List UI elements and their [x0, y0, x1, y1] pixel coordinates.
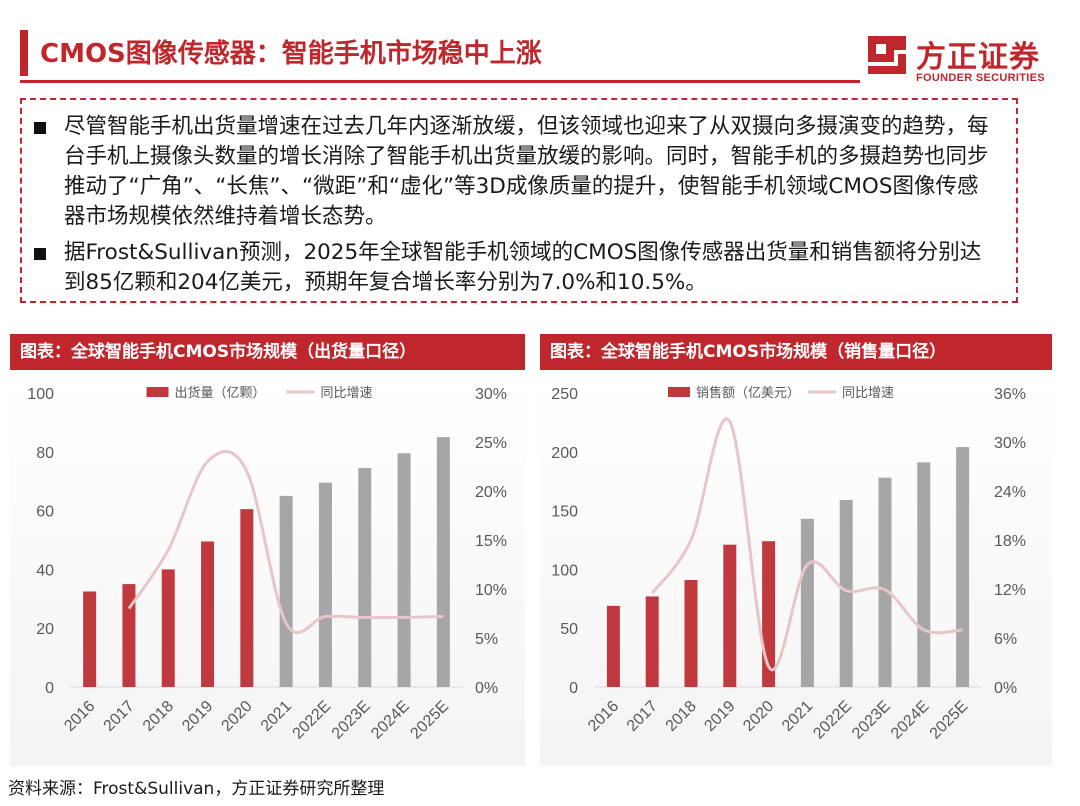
y-right-tick-label: 5%: [475, 631, 498, 648]
x-tick-label: 2017: [101, 698, 138, 735]
bar-2022E: [839, 500, 853, 687]
bar-2021: [800, 518, 814, 687]
bar-2025E: [956, 447, 970, 687]
x-tick-label: 2019: [701, 698, 738, 735]
x-tick-label: 2022E: [290, 698, 335, 743]
y-right-tick-label: 30%: [475, 386, 507, 403]
bar-2016: [606, 605, 620, 687]
bar-2024E: [917, 462, 931, 687]
bar-2017: [122, 584, 136, 687]
x-tick-label: 2022E: [810, 698, 855, 743]
y-left-tick-label: 20: [36, 621, 54, 638]
chart-header-sales: 图表：全球智能手机CMOS市场规模（销售量口径）: [540, 334, 1052, 370]
x-tick-label: 2017: [624, 698, 661, 735]
chart-panel-sales: 0 50 100 150 200 250 0% 6% 12% 18% 24% 30% 36% 2016 20…: [540, 376, 1052, 766]
legend-bar-label: 出货量（亿颗）: [175, 385, 266, 400]
legend-line-label: 同比增速: [321, 385, 373, 400]
bar-2017: [645, 596, 659, 687]
x-tick-label: 2023E: [849, 698, 894, 743]
y-left-tick-label: 100: [551, 562, 578, 579]
bar-2019: [201, 541, 215, 687]
x-tick-label: 2025E: [407, 698, 452, 743]
page-title: CMOS图像传感器：智能手机市场稳中上涨: [40, 39, 542, 69]
y-left-tick-label: 150: [551, 504, 578, 521]
bar-2020: [240, 509, 254, 687]
y-left-tick-label: 0: [569, 680, 578, 697]
bullet-text: 据Frost&Sullivan预测，2025年全球智能手机领域的CMOS图像传感…: [64, 240, 982, 295]
y-right-tick-label: 18%: [994, 533, 1026, 550]
x-tick-label: 2016: [61, 698, 98, 735]
founder-logo-icon: [868, 36, 906, 74]
y-right-tick-label: 36%: [994, 386, 1026, 403]
x-tick-label: 2023E: [329, 698, 374, 743]
bar-2018: [684, 579, 698, 687]
bar-2024E: [397, 453, 411, 687]
source-note: 资料来源：Frost&Sullivan，方正证券研究所整理: [8, 779, 385, 799]
y-right-tick-label: 20%: [475, 484, 507, 501]
bar-2016: [83, 591, 97, 687]
x-tick-label: 2016: [585, 698, 622, 735]
y-right-tick-label: 15%: [475, 533, 507, 550]
bullet-square-icon: [34, 122, 46, 134]
logo-chinese-name: 方正证券: [916, 40, 1040, 75]
legend-bar-swatch: [668, 387, 690, 397]
bullet-text: 尽管智能手机出货量增速在过去几年内逐渐放缓，但该领域也迎来了从双摄向多摄演变的趋…: [64, 114, 989, 229]
y-right-tick-label: 12%: [994, 582, 1026, 599]
logo-english-name: FOUNDER SECURITIES: [916, 72, 1045, 84]
y-right-tick-label: 30%: [994, 435, 1026, 452]
x-tick-label: 2024E: [368, 698, 413, 743]
title-accent-bar: [20, 30, 28, 76]
bar-2018: [161, 569, 175, 687]
legend-bar-label: 销售额（亿美元）: [696, 385, 800, 400]
x-tick-label: 2025E: [927, 698, 972, 743]
bar-2023E: [878, 477, 892, 687]
x-tick-label: 2018: [140, 698, 177, 735]
y-right-tick-label: 0%: [994, 680, 1017, 697]
y-right-tick-label: 6%: [994, 631, 1017, 648]
y-left-tick-label: 80: [36, 445, 54, 462]
growth-rate-line: [127, 449, 444, 634]
y-left-tick-label: 50: [560, 621, 578, 638]
chart-header-shipments: 图表：全球智能手机CMOS市场规模（出货量口径）: [10, 334, 525, 370]
y-left-tick-label: 250: [551, 386, 578, 403]
bullet-item: 据Frost&Sullivan预测，2025年全球智能手机领域的CMOS图像传感…: [34, 238, 1004, 298]
y-left-tick-label: 60: [36, 504, 54, 521]
y-right-tick-label: 24%: [994, 484, 1026, 501]
bar-2023E: [358, 467, 372, 687]
x-tick-label: 2018: [663, 698, 700, 735]
x-tick-label: 2019: [179, 698, 216, 735]
y-right-tick-label: 25%: [475, 435, 507, 452]
y-left-tick-label: 200: [551, 445, 578, 462]
bullet-square-icon: [34, 248, 46, 260]
bar-2019: [723, 544, 737, 687]
legend-line-label: 同比增速: [842, 385, 894, 400]
y-right-tick-label: 10%: [475, 582, 507, 599]
founder-securities-logo: 方正证券 FOUNDER SECURITIES: [864, 30, 1064, 90]
summary-box: 尽管智能手机出货量增速在过去几年内逐渐放缓，但该领域也迎来了从双摄向多摄演变的趋…: [20, 98, 1018, 303]
legend-bar-swatch: [146, 387, 169, 397]
growth-rate-line: [650, 417, 963, 672]
bar-2021: [279, 495, 293, 687]
y-left-tick-label: 100: [27, 386, 54, 403]
chart-panel-shipments: 0 20 40 60 80 100 0% 5% 10% 15% 20% 25% 30% 2016 2017 2…: [10, 376, 525, 766]
x-tick-label: 2020: [218, 698, 255, 735]
y-left-tick-label: 40: [36, 562, 54, 579]
x-tick-label: 2024E: [888, 698, 933, 743]
bar-2025E: [436, 437, 450, 687]
y-right-tick-label: 0%: [475, 680, 498, 697]
bar-2022E: [318, 482, 332, 687]
x-tick-label: 2020: [740, 698, 777, 735]
y-left-tick-label: 0: [45, 680, 54, 697]
title-underline: [20, 80, 860, 83]
bullet-item: 尽管智能手机出货量增速在过去几年内逐渐放缓，但该领域也迎来了从双摄向多摄演变的趋…: [34, 112, 1004, 232]
